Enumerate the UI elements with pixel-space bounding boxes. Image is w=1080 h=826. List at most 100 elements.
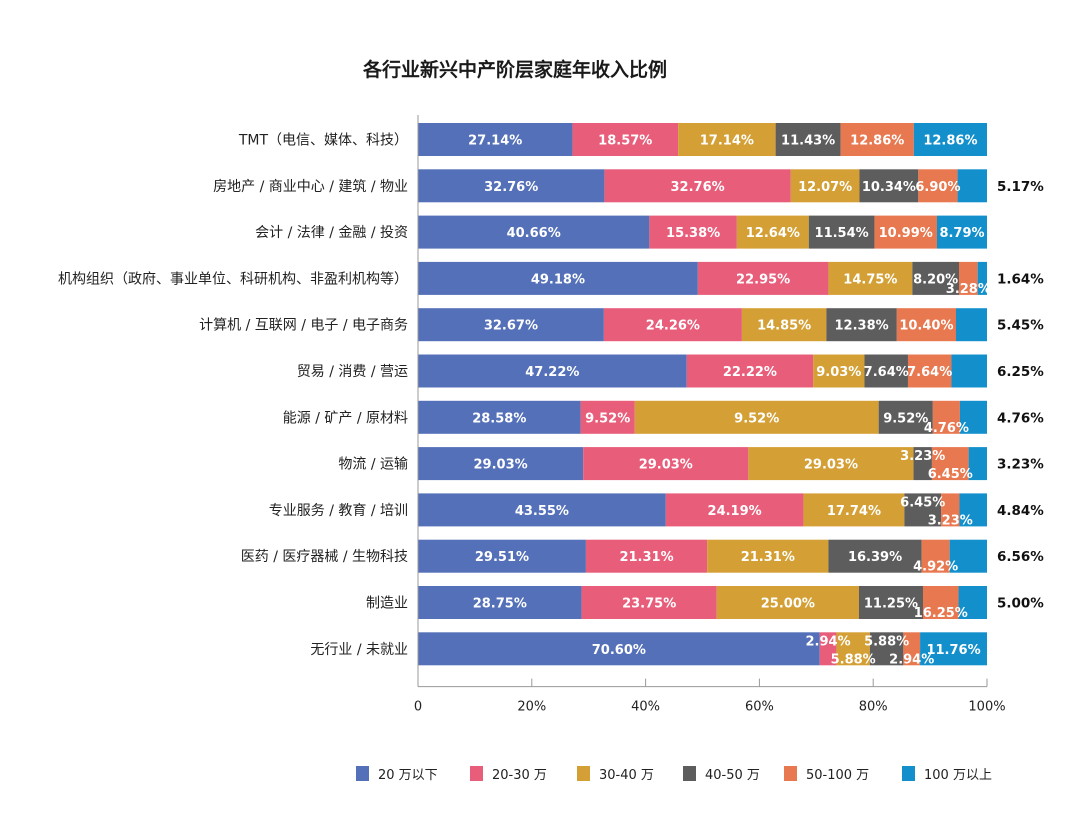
data-label: 32.76%	[484, 180, 538, 195]
data-label: 14.85%	[757, 319, 811, 334]
outside-data-label: 5.45%	[997, 318, 1044, 334]
data-label: 9.52%	[883, 411, 928, 426]
data-label: 8.79%	[939, 226, 984, 241]
data-label: 11.25%	[864, 597, 918, 612]
bar-segment	[968, 447, 987, 481]
data-label: 25.00%	[761, 597, 815, 612]
bar-segment	[936, 215, 987, 249]
outside-data-label: 6.56%	[997, 549, 1044, 565]
legend-label: 50-100 万	[806, 768, 869, 783]
bar-segment	[828, 261, 913, 295]
bar-segment	[716, 586, 859, 619]
outside-data-label: 1.64%	[997, 271, 1044, 287]
bar-segment	[418, 261, 698, 295]
data-label: 6.90%	[915, 180, 960, 195]
data-label: 14.75%	[843, 272, 897, 287]
bar-segment	[922, 586, 959, 619]
data-label: 16.25%	[914, 606, 968, 621]
data-label: 10.40%	[899, 319, 953, 334]
data-label: 47.22%	[525, 365, 579, 380]
data-label: 40.66%	[507, 226, 561, 241]
data-label: 17.14%	[700, 134, 754, 149]
category-label: 贸易 / 消费 / 营运	[297, 364, 408, 380]
data-label: 28.58%	[472, 411, 526, 426]
outside-data-label: 4.84%	[997, 503, 1044, 519]
bar-segment	[741, 308, 827, 342]
bar-segment	[959, 493, 987, 527]
data-label: 22.22%	[723, 365, 777, 380]
category-label: 会计 / 法律 / 金融 / 投资	[255, 225, 408, 241]
data-label: 12.86%	[923, 134, 977, 149]
data-label: 4.76%	[924, 421, 969, 436]
data-label: 21.31%	[619, 550, 673, 565]
bar-segment	[959, 261, 978, 295]
legend-item: 50-100 万	[784, 766, 869, 783]
data-label: 12.38%	[835, 319, 889, 334]
bar-segment	[864, 354, 908, 388]
bar-segment	[418, 493, 666, 527]
bar-segment	[912, 261, 960, 295]
bar-row: 制造业 28.75% 23.75% 25.00% 11.25%16.25% 5.00%	[366, 586, 1044, 621]
bar-segment	[572, 123, 679, 156]
bar-segment	[941, 493, 960, 527]
data-label: 43.55%	[515, 504, 569, 519]
legend-label: 20 万以下	[378, 768, 438, 783]
data-label: 9.52%	[585, 411, 630, 426]
bar-segment	[826, 308, 897, 342]
bar-segment	[665, 493, 804, 527]
bar-segment	[418, 123, 573, 156]
bar-row: 能源 / 矿产 / 原材料 28.58% 9.52% 9.52% 9.52%4.76%4…	[283, 400, 1044, 436]
data-label: 9.52%	[734, 411, 779, 426]
bar-row: 物流 / 运输 29.03% 29.03% 29.03% 3.23% 6.45% 3.23%	[338, 447, 1044, 482]
data-label: 32.67%	[484, 319, 538, 334]
bar-row: 医药 / 医疗器械 / 生物科技 29.51% 21.31% 21.31% 16.39%…	[241, 539, 1044, 575]
legend-label: 40-50 万	[705, 768, 760, 783]
bar-segment	[896, 308, 956, 342]
x-axis: 0 20% 40% 60% 80% 100%	[414, 115, 1006, 715]
bar-segment	[913, 123, 987, 156]
data-label: 5.88%	[831, 652, 876, 667]
data-label: 16.39%	[848, 550, 902, 565]
data-label: 29.03%	[804, 458, 858, 473]
bar-segment	[828, 539, 922, 573]
data-label: 12.64%	[746, 226, 800, 241]
bar-segment	[583, 447, 749, 481]
data-label: 10.34%	[862, 180, 916, 195]
legend-item: 40-50 万	[683, 766, 760, 783]
bar-segment	[869, 632, 904, 666]
data-label: 3.23%	[928, 513, 973, 528]
legend-label: 30-40 万	[599, 768, 654, 783]
bar-segment	[418, 169, 605, 203]
bar-row: 房地产 / 商业中心 / 建筑 / 物业 32.76% 32.76% 12.07% 10…	[213, 169, 1044, 203]
bar-segment	[634, 400, 879, 434]
legend: 20 万以下 20-30 万 30-40 万 40-50 万 50-100 万 100 万…	[356, 766, 992, 783]
data-label: 70.60%	[592, 643, 646, 658]
category-label: 能源 / 矿产 / 原材料	[283, 410, 408, 426]
category-label: TMT（电信、媒体、科技）	[238, 133, 408, 149]
bar-segment	[813, 354, 865, 388]
data-label: 24.19%	[708, 504, 762, 519]
bar-segment	[418, 400, 581, 434]
data-label: 12.07%	[798, 180, 852, 195]
data-label: 12.86%	[850, 134, 904, 149]
bar-segment	[959, 400, 987, 434]
bar-segment	[748, 447, 914, 481]
bar-segment	[707, 539, 829, 573]
category-label: 专业服务 / 教育 / 培训	[269, 503, 408, 519]
category-label: 房地产 / 商业中心 / 建筑 / 物业	[213, 179, 408, 195]
category-label: 物流 / 运输	[338, 457, 408, 473]
legend-item: 100 万以上	[902, 766, 992, 783]
category-label: 机构组织（政府、事业单位、科研机构、非盈利机构等）	[58, 270, 408, 287]
bar-segment	[418, 632, 820, 666]
bar-segment	[858, 586, 923, 619]
data-label: 3.28%	[946, 282, 991, 297]
legend-swatch	[577, 766, 590, 781]
data-label: 7.64%	[864, 365, 909, 380]
bar-segment	[604, 169, 791, 203]
bar-row: 机构组织（政府、事业单位、科研机构、非盈利机构等） 49.18% 22.95% 14.…	[58, 261, 1044, 297]
bar-segment	[808, 215, 875, 249]
legend-label: 100 万以上	[924, 768, 992, 783]
data-label: 29.51%	[475, 550, 529, 565]
outside-data-label: 6.25%	[997, 364, 1044, 380]
